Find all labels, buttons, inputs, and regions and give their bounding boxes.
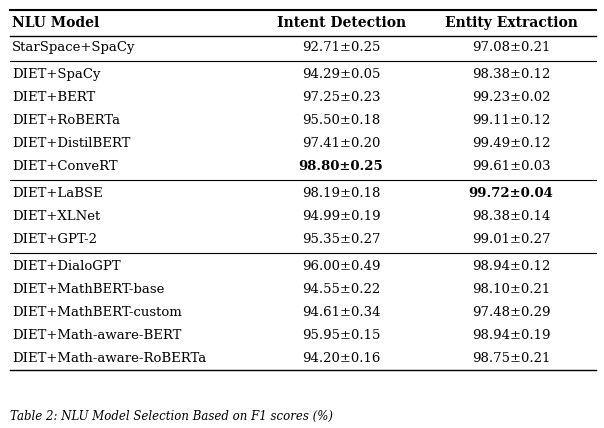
- Text: DIET+MathBERT-custom: DIET+MathBERT-custom: [12, 306, 182, 319]
- Text: Table 2: NLU Model Selection Based on F1 scores (%): Table 2: NLU Model Selection Based on F1…: [10, 410, 333, 422]
- Text: 98.10±0.21: 98.10±0.21: [472, 283, 550, 296]
- Text: DIET+MathBERT-base: DIET+MathBERT-base: [12, 283, 164, 296]
- Text: Entity Extraction: Entity Extraction: [445, 16, 577, 30]
- Text: DIET+DialoGPT: DIET+DialoGPT: [12, 260, 121, 273]
- Text: DIET+GPT-2: DIET+GPT-2: [12, 233, 97, 246]
- Text: DIET+DistilBERT: DIET+DistilBERT: [12, 137, 130, 150]
- Text: 94.55±0.22: 94.55±0.22: [302, 283, 380, 296]
- Text: 97.08±0.21: 97.08±0.21: [472, 41, 550, 54]
- Text: DIET+SpaCy: DIET+SpaCy: [12, 68, 100, 81]
- Text: DIET+BERT: DIET+BERT: [12, 91, 95, 104]
- Text: DIET+RoBERTa: DIET+RoBERTa: [12, 114, 120, 127]
- Text: DIET+ConveRT: DIET+ConveRT: [12, 160, 118, 173]
- Text: 99.11±0.12: 99.11±0.12: [472, 114, 550, 127]
- Text: 98.94±0.12: 98.94±0.12: [472, 260, 550, 273]
- Text: 98.38±0.12: 98.38±0.12: [472, 68, 550, 81]
- Text: 94.99±0.19: 94.99±0.19: [302, 210, 381, 223]
- Text: 98.80±0.25: 98.80±0.25: [299, 160, 384, 173]
- Text: 99.72±0.04: 99.72±0.04: [469, 187, 553, 200]
- Text: 96.00±0.49: 96.00±0.49: [302, 260, 381, 273]
- Text: 99.61±0.03: 99.61±0.03: [472, 160, 550, 173]
- Text: 99.49±0.12: 99.49±0.12: [472, 137, 550, 150]
- Text: 94.61±0.34: 94.61±0.34: [302, 306, 381, 319]
- Text: Intent Detection: Intent Detection: [277, 16, 406, 30]
- Text: 94.20±0.16: 94.20±0.16: [302, 352, 381, 365]
- Text: 99.01±0.27: 99.01±0.27: [472, 233, 550, 246]
- Text: 95.35±0.27: 95.35±0.27: [302, 233, 381, 246]
- Text: 98.19±0.18: 98.19±0.18: [302, 187, 381, 200]
- Text: 98.38±0.14: 98.38±0.14: [472, 210, 550, 223]
- Text: 98.75±0.21: 98.75±0.21: [472, 352, 550, 365]
- Text: 99.23±0.02: 99.23±0.02: [472, 91, 550, 104]
- Text: 95.95±0.15: 95.95±0.15: [302, 329, 381, 342]
- Text: DIET+Math-aware-BERT: DIET+Math-aware-BERT: [12, 329, 181, 342]
- Text: DIET+XLNet: DIET+XLNet: [12, 210, 100, 223]
- Text: 94.29±0.05: 94.29±0.05: [302, 68, 381, 81]
- Text: 97.48±0.29: 97.48±0.29: [472, 306, 550, 319]
- Text: NLU Model: NLU Model: [12, 16, 99, 30]
- Text: 97.41±0.20: 97.41±0.20: [302, 137, 381, 150]
- Text: 95.50±0.18: 95.50±0.18: [302, 114, 380, 127]
- Text: 92.71±0.25: 92.71±0.25: [302, 41, 381, 54]
- Text: 97.25±0.23: 97.25±0.23: [302, 91, 381, 104]
- Text: DIET+Math-aware-RoBERTa: DIET+Math-aware-RoBERTa: [12, 352, 206, 365]
- Text: DIET+LaBSE: DIET+LaBSE: [12, 187, 103, 200]
- Text: 98.94±0.19: 98.94±0.19: [472, 329, 550, 342]
- Text: StarSpace+SpaCy: StarSpace+SpaCy: [12, 41, 135, 54]
